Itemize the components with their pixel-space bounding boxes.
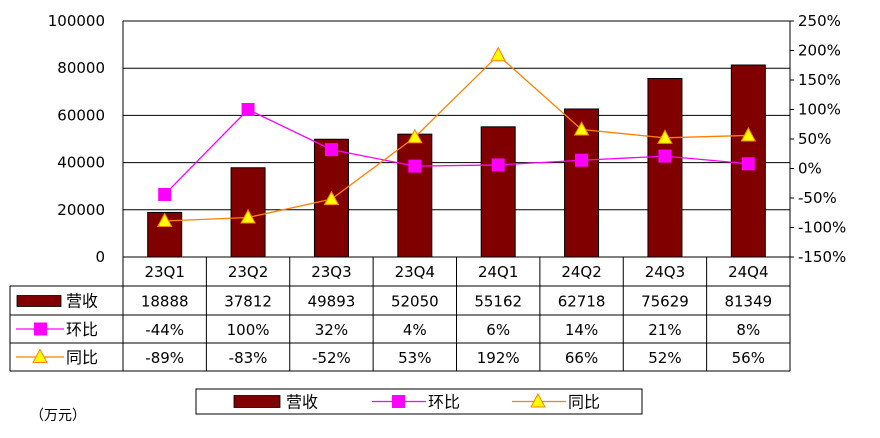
triangle-marker <box>323 190 340 206</box>
category-label: 24Q4 <box>728 263 768 281</box>
table-cell: 81349 <box>724 293 772 311</box>
category-label: 24Q2 <box>561 263 601 281</box>
square-marker <box>408 159 422 173</box>
left-tick-label: 100000 <box>48 12 105 30</box>
legend: 营收 环比 同比 <box>195 388 643 415</box>
row-key-triangle <box>32 348 48 363</box>
table-cell: 18888 <box>141 293 189 311</box>
series-line <box>164 108 749 195</box>
tick-labels: 0 20000 40000 60000 80000 100000 -150% -100% -50… <box>48 12 847 266</box>
bar <box>480 126 516 258</box>
bar <box>564 108 600 258</box>
right-tick-label: 250% <box>798 12 841 30</box>
table-cell: -44% <box>145 321 184 339</box>
left-tick-label: 0 <box>95 248 105 266</box>
table-cell: 37812 <box>224 293 272 311</box>
legend-label: 环比 <box>428 393 460 412</box>
right-tick-label: 150% <box>798 71 841 89</box>
category-label: 23Q2 <box>228 263 268 281</box>
left-tick-label: 80000 <box>57 59 105 77</box>
table-cell: 62718 <box>558 293 606 311</box>
left-tick-label: 20000 <box>57 201 105 219</box>
category-label: 23Q4 <box>395 263 435 281</box>
row-key-bar <box>16 295 62 307</box>
table-cell: 8% <box>736 321 760 339</box>
table-cell: 52050 <box>391 293 439 311</box>
square-marker <box>658 149 672 163</box>
legend-label: 营收 <box>286 393 318 412</box>
square-marker <box>491 158 505 172</box>
square-marker <box>158 187 172 201</box>
category-label: 24Q1 <box>478 263 518 281</box>
table-cell: 14% <box>565 321 598 339</box>
right-tick-label: -150% <box>798 248 846 266</box>
table-cell: 56% <box>732 349 765 367</box>
category-label: 24Q3 <box>645 263 685 281</box>
data-table: 23Q1 23Q2 23Q3 23Q4 24Q1 24Q2 24Q3 24Q4 营收 18888 3… <box>9 256 791 372</box>
table-cell: -52% <box>312 349 351 367</box>
table-cell: 192% <box>477 349 520 367</box>
table-cell: -89% <box>145 349 184 367</box>
right-tick-label: 100% <box>798 101 841 119</box>
right-tick-label: 0% <box>798 160 822 178</box>
right-tick-label: -50% <box>798 189 837 207</box>
bar <box>397 133 433 258</box>
triangle-marker <box>240 208 256 224</box>
triangle-marker <box>406 128 423 144</box>
legend-key-bar <box>233 395 281 408</box>
table-cell: 32% <box>315 321 348 339</box>
table-cell: 55162 <box>474 293 522 311</box>
square-marker <box>575 153 589 167</box>
right-tick-label: -100% <box>798 219 846 237</box>
axes <box>122 20 794 258</box>
row-label: 营收 <box>66 292 98 311</box>
table-cell: 21% <box>648 321 681 339</box>
gridlines <box>123 20 790 211</box>
table-cell: -83% <box>229 349 268 367</box>
triangle-marker <box>490 46 507 62</box>
table-cell: 6% <box>486 321 510 339</box>
line-series <box>156 46 757 228</box>
category-label: 23Q1 <box>144 263 184 281</box>
row-key-square <box>34 322 47 336</box>
square-marker <box>241 103 255 116</box>
table-cell: 66% <box>565 349 598 367</box>
left-tick-label: 60000 <box>57 106 105 124</box>
right-tick-label: 50% <box>798 130 831 148</box>
legend-key-square <box>392 395 405 408</box>
category-label: 23Q3 <box>311 263 351 281</box>
bar-series <box>147 64 766 258</box>
triangle-marker <box>156 212 173 228</box>
table-cell: 75629 <box>641 293 689 311</box>
triangle-marker <box>573 121 590 136</box>
legend-key-triangle <box>530 392 546 408</box>
series-line <box>164 54 749 222</box>
bar <box>647 78 683 258</box>
table-cell: 100% <box>227 321 270 339</box>
square-marker <box>741 157 755 171</box>
row-label: 同比 <box>66 348 98 367</box>
right-tick-label: 200% <box>798 42 841 60</box>
table-cell: 4% <box>403 321 427 339</box>
table-cell: 52% <box>648 349 681 367</box>
legend-label: 同比 <box>568 393 600 412</box>
table-cell: 49893 <box>308 293 356 311</box>
unit-note: （万元） <box>30 408 86 424</box>
triangle-marker <box>657 129 673 144</box>
triangle-marker <box>740 126 757 142</box>
left-tick-label: 40000 <box>57 154 105 172</box>
row-label: 环比 <box>66 320 98 339</box>
square-marker <box>324 143 338 157</box>
table-cell: 53% <box>398 349 431 367</box>
